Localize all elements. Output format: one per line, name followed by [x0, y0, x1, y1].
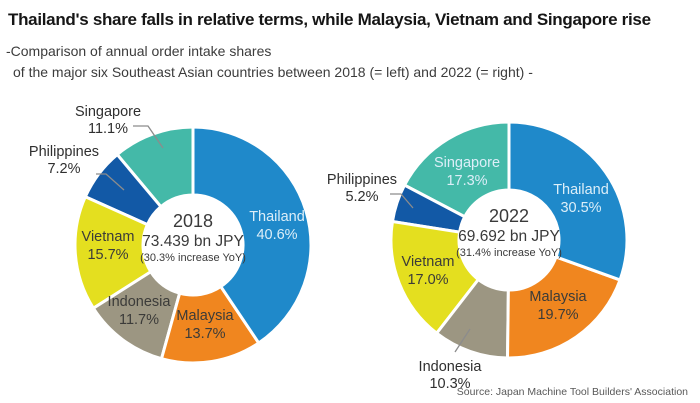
center-year-2018: 2018 [172, 211, 214, 231]
label-malaysia-2022-value: 19.7% [537, 307, 579, 323]
center-yoy-2018: (30.3% increase YoY) [140, 252, 246, 264]
center-year-2022: 2022 [488, 206, 530, 226]
label-vietnam-2018: Vietnam 15.7% [71, 228, 145, 264]
center-total-2018: 73.439 bn JPY [142, 233, 244, 250]
label-malaysia-2018: Malaysia 13.7% [168, 307, 242, 343]
label-malaysia-2022: Malaysia 19.7% [521, 288, 595, 324]
label-indonesia-2022-name: Indonesia [418, 359, 482, 375]
label-philippines-2022-name: Philippines [326, 172, 398, 188]
leader-line-philippines-2018 [96, 173, 125, 191]
page-title: Thailand's share falls in relative terms… [8, 10, 651, 29]
label-indonesia-2018: Indonesia 11.7% [102, 293, 176, 329]
label-singapore-2018-value: 11.1% [87, 121, 129, 137]
donut-chart-2022 [389, 120, 629, 360]
slice-indonesia-2022 [434, 277, 510, 360]
label-thailand-2022-value: 30.5% [560, 200, 602, 216]
label-indonesia-2018-name: Indonesia [107, 294, 171, 310]
label-malaysia-2018-value: 13.7% [184, 326, 226, 342]
label-philippines-2022-value: 5.2% [345, 189, 379, 205]
slice-vietnam-2018 [73, 194, 153, 311]
subtitle-line-2: of the major six Southeast Asian countri… [13, 64, 533, 80]
label-malaysia-2018-name: Malaysia [176, 308, 234, 324]
label-thailand-2018-value: 40.6% [256, 227, 298, 243]
label-thailand-2022: Thailand 30.5% [544, 181, 618, 217]
label-vietnam-2022-name: Vietnam [401, 254, 455, 270]
slice-indonesia-2018 [91, 269, 182, 361]
label-vietnam-2018-value: 15.7% [87, 247, 129, 263]
leader-line-philippines-2022 [390, 193, 414, 209]
label-vietnam-2022-value: 17.0% [407, 272, 449, 288]
slice-thailand-2022 [507, 120, 629, 282]
subtitle-line-1: -Comparison of annual order intake share… [6, 43, 272, 59]
slice-malaysia-2022 [506, 255, 622, 360]
label-indonesia-2018-value: 11.7% [118, 312, 160, 328]
label-indonesia-2022-value: 10.3% [429, 376, 471, 392]
label-philippines-2018: Philippines 7.2% [20, 144, 108, 178]
leader-line-indonesia-2022 [454, 328, 471, 353]
label-singapore-2022-value: 17.3% [446, 173, 488, 189]
label-singapore-2022-name: Singapore [433, 155, 501, 171]
donut-center-2018: 2018 73.439 bn JPY (30.3% increase YoY) [128, 211, 258, 265]
label-malaysia-2022-name: Malaysia [529, 289, 587, 305]
slice-singapore-2022 [402, 120, 511, 219]
slice-philippines-2022 [390, 183, 467, 234]
leader-line-singapore-2018 [133, 125, 164, 149]
slice-malaysia-2018 [159, 284, 261, 365]
center-yoy-2022: (31.4% increase YoY) [456, 247, 562, 259]
label-philippines-2022: Philippines 5.2% [320, 172, 404, 206]
label-singapore-2022: Singapore 17.3% [430, 154, 504, 190]
center-total-2022: 69.692 bn JPY [458, 228, 560, 245]
label-thailand-2018: Thailand 40.6% [240, 208, 314, 244]
label-thailand-2018-name: Thailand [249, 209, 305, 225]
label-philippines-2018-value: 7.2% [47, 161, 81, 177]
label-vietnam-2022: Vietnam 17.0% [391, 253, 465, 289]
slice-thailand-2018 [191, 125, 313, 346]
donut-center-2022: 2022 69.692 bn JPY (31.4% increase YoY) [444, 206, 574, 260]
label-vietnam-2018-name: Vietnam [81, 229, 135, 245]
label-singapore-2018-name: Singapore [74, 104, 142, 120]
label-thailand-2022-name: Thailand [553, 182, 609, 198]
source-note: Source: Japan Machine Tool Builders' Ass… [456, 386, 688, 398]
label-philippines-2018-name: Philippines [28, 144, 100, 160]
label-indonesia-2022: Indonesia 10.3% [408, 359, 492, 393]
donut-chart-2018 [73, 125, 313, 365]
label-singapore-2018: Singapore 11.1% [60, 104, 156, 138]
